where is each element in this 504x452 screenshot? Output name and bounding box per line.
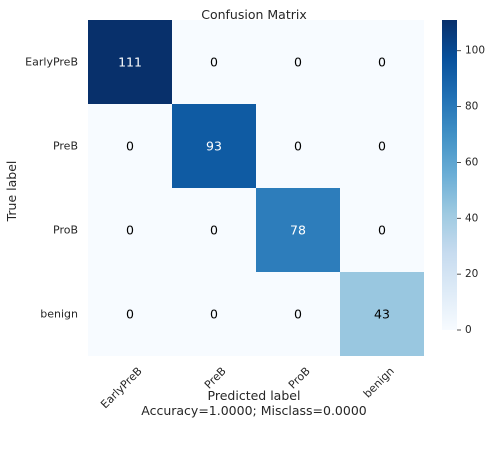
y-tick-label: EarlyPreB — [25, 56, 78, 69]
heatmap-cell-label: 0 — [378, 55, 386, 70]
colorbar-tick-label: 20 — [465, 268, 478, 280]
heatmap-cell — [88, 20, 172, 104]
chart-title: Confusion Matrix — [201, 7, 307, 22]
colorbar-tick-label: 0 — [465, 324, 472, 336]
heatmap-cell — [256, 104, 340, 188]
heatmap-cell-label: 111 — [118, 55, 142, 70]
y-tick-label: ProB — [53, 224, 78, 237]
heatmap-cell-label: 43 — [374, 307, 390, 322]
heatmap-cell — [172, 20, 256, 104]
heatmap-cell-label: 0 — [210, 55, 218, 70]
heatmap-cell-label: 0 — [378, 139, 386, 154]
heatmap-cell-label: 0 — [210, 307, 218, 322]
y-tick-label: benign — [40, 308, 78, 321]
heatmap-cell — [340, 272, 424, 356]
heatmap-cell — [340, 20, 424, 104]
colorbar-tick-label: 40 — [465, 212, 478, 224]
heatmap-cell — [340, 104, 424, 188]
colorbar-tick-label: 100 — [465, 45, 485, 57]
heatmap-cell-label: 0 — [294, 139, 302, 154]
heatmap-cell — [340, 188, 424, 272]
heatmap-cell-label: 0 — [126, 139, 134, 154]
colorbar-tick-label: 80 — [465, 101, 478, 113]
heatmap-cell — [256, 272, 340, 356]
heatmap-cell-label: 0 — [126, 307, 134, 322]
y-tick-label: PreB — [53, 140, 78, 153]
heatmap-cell — [172, 188, 256, 272]
x-tick-label: EarlyPreB — [98, 365, 145, 412]
heatmap-cell — [256, 20, 340, 104]
heatmap-cell-label: 78 — [290, 223, 306, 238]
x-tick-label: benign — [361, 365, 397, 401]
heatmap-cell — [88, 104, 172, 188]
heatmap-cell-labels: 111 0 0 0 0 93 0 0 0 0 78 0 0 0 0 43 — [118, 55, 390, 322]
heatmap-cell — [88, 188, 172, 272]
heatmap-cell — [172, 272, 256, 356]
colorbar — [442, 20, 457, 330]
colorbar-tick-label: 60 — [465, 156, 478, 168]
heatmap-cell-label: 0 — [294, 307, 302, 322]
heatmap-cell-label: 0 — [126, 223, 134, 238]
y-axis-label: True label — [4, 161, 19, 223]
heatmap-cell-label: 0 — [294, 55, 302, 70]
heatmap-cells — [88, 20, 424, 356]
heatmap-cell-label: 93 — [206, 139, 222, 154]
colorbar-ticks: 0 20 40 60 80 100 — [457, 45, 485, 336]
y-axis-ticks: EarlyPreB PreB ProB benign — [25, 56, 78, 321]
heatmap-cell-label: 0 — [210, 223, 218, 238]
heatmap-cell — [88, 272, 172, 356]
heatmap-cell — [256, 188, 340, 272]
heatmap-cell-label: 0 — [378, 223, 386, 238]
x-axis-sublabel: Accuracy=1.0000; Misclass=0.0000 — [141, 403, 367, 418]
x-axis-label: Predicted label — [208, 388, 301, 403]
heatmap-cell — [172, 104, 256, 188]
